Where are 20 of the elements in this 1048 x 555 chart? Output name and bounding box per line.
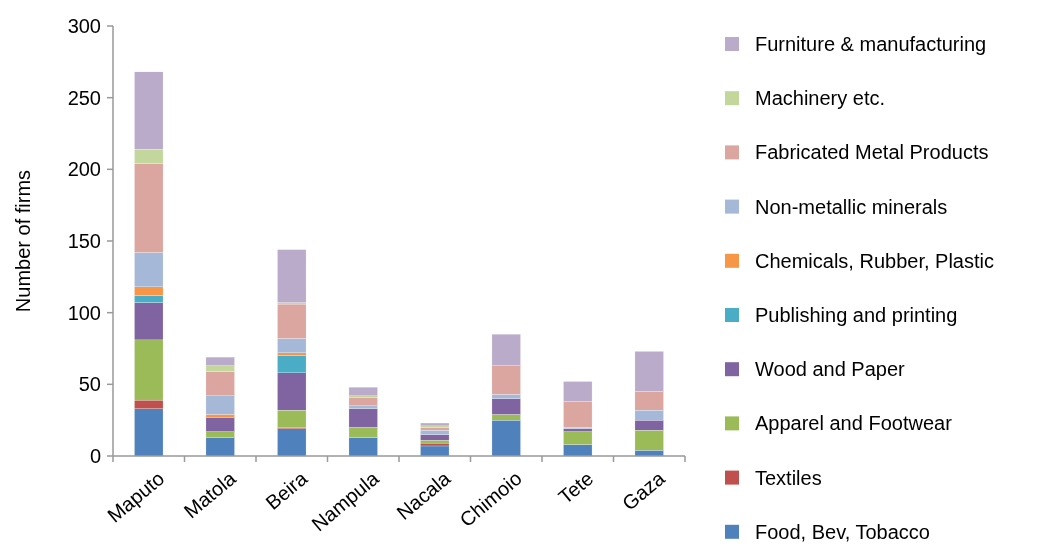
legend-label: Apparel and Footwear bbox=[755, 412, 953, 435]
y-tick-label: 50 bbox=[78, 373, 101, 396]
legend-label: Wood and Paper bbox=[755, 358, 906, 381]
y-tick-label: 250 bbox=[67, 86, 101, 109]
x-tick-label: Gaza bbox=[618, 466, 670, 515]
y-tick-label: 100 bbox=[67, 301, 101, 324]
legend-label: Machinery etc. bbox=[755, 87, 886, 110]
legend-label: Fabricated Metal Products bbox=[755, 141, 989, 164]
legend-label: Non-metallic minerals bbox=[755, 195, 948, 218]
legend-label: Furniture & manufacturing bbox=[755, 33, 987, 55]
x-tick-label: Tete bbox=[554, 466, 598, 509]
legend-label: Textiles bbox=[755, 466, 822, 489]
y-tick-label: 300 bbox=[67, 15, 101, 37]
legend-label: Food, Bev, Tobacco bbox=[755, 520, 930, 543]
legend-label: Publishing and printing bbox=[755, 304, 958, 326]
y-axis-title: Number of firms bbox=[12, 169, 34, 313]
y-tick-label: 0 bbox=[89, 445, 101, 467]
y-tick-label: 200 bbox=[67, 158, 101, 181]
y-tick-label: 150 bbox=[67, 230, 101, 252]
legend-label: Chemicals, Rubber, Plastic bbox=[755, 249, 994, 272]
